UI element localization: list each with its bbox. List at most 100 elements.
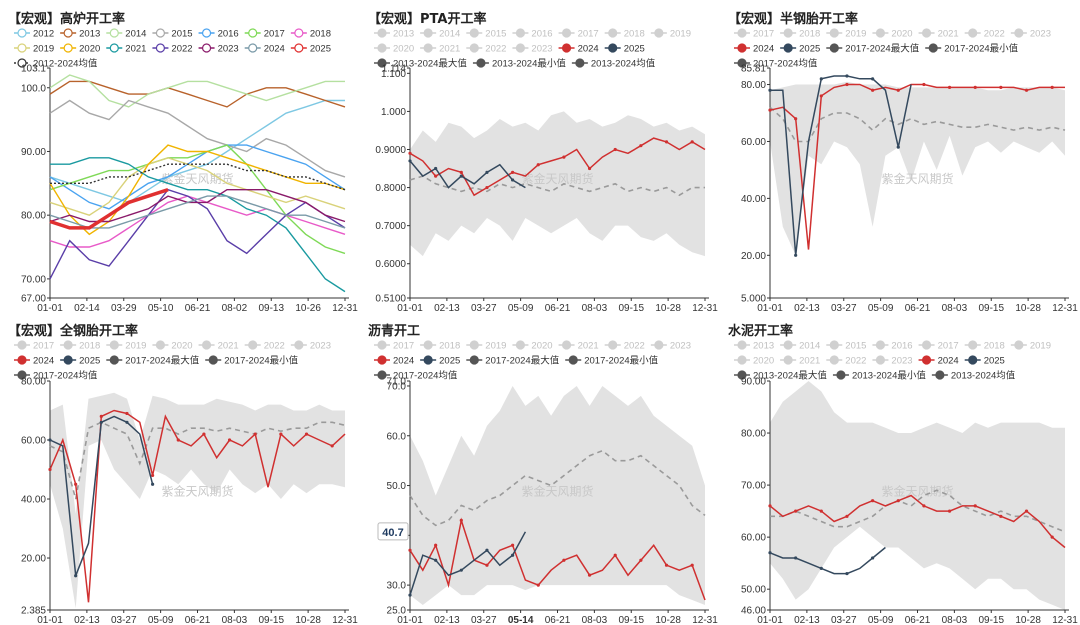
legend-label: 2018 — [984, 341, 1005, 352]
series-line — [50, 163, 346, 191]
legend-item: 2018 — [290, 28, 331, 40]
watermark: 紫金天风期货 — [161, 171, 233, 186]
chart-title: 【宏观】高炉开工率 — [8, 12, 126, 27]
data-point — [485, 185, 489, 190]
x-tick-label: 05-10 — [148, 303, 174, 312]
data-point — [871, 556, 875, 560]
average-line — [769, 106, 1066, 143]
data-point — [768, 88, 772, 92]
legend-item: 2018 — [964, 340, 1005, 352]
x-tick-label: 06-21 — [185, 615, 211, 624]
data-point — [819, 566, 823, 570]
x-tick-label: 02-13 — [434, 615, 460, 624]
panel-pta: 【宏观】PTA开工率 2013 2014 2015 2016 2017 2018 2019 2… — [360, 0, 720, 312]
legend-label: 2024 — [393, 356, 414, 367]
x-tick-label: 01-01 — [757, 303, 783, 312]
y-tick-label: 70.00 — [741, 481, 766, 492]
legend-item: 2017-2024最小值 — [205, 355, 299, 367]
legend-item: 2021 — [558, 340, 599, 352]
legend-label: 2018 — [79, 341, 100, 352]
legend-item: 2022 — [466, 43, 506, 55]
legend-label: 2023 — [218, 44, 239, 55]
data-point — [1024, 88, 1029, 92]
series-line — [769, 546, 886, 575]
legend-swatch-marker — [294, 340, 304, 350]
legend-swatch-marker — [654, 340, 664, 350]
y-tick-label: 1.114 — [382, 64, 407, 75]
legend-label: 2016 — [531, 29, 552, 40]
series-line — [49, 74, 345, 108]
legend-swatch-marker — [829, 43, 839, 53]
data-point — [151, 482, 155, 486]
data-point — [279, 432, 283, 436]
x-tick-label: 02-13 — [434, 303, 460, 312]
legend-item: 2020 — [512, 340, 553, 352]
legend-item: 2017-2024最小值 — [925, 43, 1019, 55]
x-tick-label: 05-09 — [508, 303, 534, 312]
data-point — [896, 88, 900, 92]
x-tick-label: 09-15 — [258, 615, 284, 624]
data-point — [664, 140, 669, 144]
series-line — [409, 531, 527, 596]
legend-label: 2017-2024均值 — [33, 370, 98, 382]
data-point — [408, 159, 412, 163]
legend-swatch-marker — [377, 43, 387, 53]
legend-swatch-marker — [737, 43, 747, 53]
legend-item: 2013-2024最小值 — [832, 370, 926, 382]
data-point — [922, 504, 926, 508]
legend-item: 2022 — [152, 43, 193, 55]
legend-item: 2023 — [512, 43, 553, 55]
legend-label: 2013 — [753, 341, 774, 352]
watermark: 紫金天风期货 — [521, 171, 593, 186]
chart-svg: 2013 2014 2015 2016 2017 2018 2019 2020 2021 2022… — [374, 28, 718, 312]
x-tick-label: 12-31 — [692, 615, 718, 624]
x-tick-label: 01-01 — [397, 615, 423, 624]
legend-swatch-marker — [201, 43, 212, 53]
series-line — [769, 494, 1066, 549]
data-point — [459, 568, 463, 572]
legend-swatch-marker — [248, 43, 258, 53]
legend-swatch-marker — [17, 370, 27, 380]
legend-label: 2012-2024均值 — [33, 58, 98, 70]
data-point — [408, 593, 412, 597]
data-point — [511, 553, 515, 557]
legend-item: 2019 — [826, 28, 866, 40]
average-line — [409, 449, 706, 527]
data-point — [125, 420, 129, 424]
y-tick-label: 30.0 — [387, 581, 407, 592]
y-tick-label: 0.7000 — [375, 221, 406, 232]
tooltip-value: 40.7 — [382, 527, 403, 539]
data-point — [768, 108, 772, 112]
legend-label: 2019 — [125, 341, 146, 352]
x-tick-label: 09-15 — [618, 303, 644, 312]
x-tick-label: 12-31 — [332, 303, 358, 312]
y-tick-label: 25.0 — [387, 606, 407, 617]
data-point — [639, 558, 643, 562]
data-point — [845, 514, 849, 518]
legend-swatch-marker — [17, 58, 27, 68]
legend-item: 2017-2024均值 — [14, 370, 98, 382]
legend-item: 2017 — [918, 340, 959, 352]
legend-item: 2024 — [244, 43, 285, 55]
series-line — [49, 144, 346, 210]
average-line — [49, 421, 346, 500]
legend-item: 2018 — [420, 340, 460, 352]
y-tick-label: 0.8000 — [375, 183, 406, 194]
data-point — [408, 151, 412, 155]
series-line — [49, 144, 346, 255]
legend-swatch-marker — [568, 355, 578, 365]
x-tick-label: 08-03 — [942, 303, 968, 312]
watermark: 紫金天风期货 — [881, 484, 953, 499]
y-tick-label: 40.00 — [21, 495, 46, 506]
legend-swatch-marker — [155, 43, 166, 53]
legend-label: 2015 — [171, 29, 192, 40]
average-line — [770, 489, 1066, 533]
legend-swatch-marker — [63, 355, 73, 365]
legend-item: 2016 — [872, 340, 913, 352]
data-point — [536, 163, 540, 167]
x-tick-label: 08-02 — [222, 303, 248, 312]
y-tick-label: 85.81 — [741, 64, 766, 75]
legend-swatch-marker — [201, 28, 212, 38]
data-point — [434, 166, 438, 171]
legend-swatch-marker — [829, 355, 839, 365]
